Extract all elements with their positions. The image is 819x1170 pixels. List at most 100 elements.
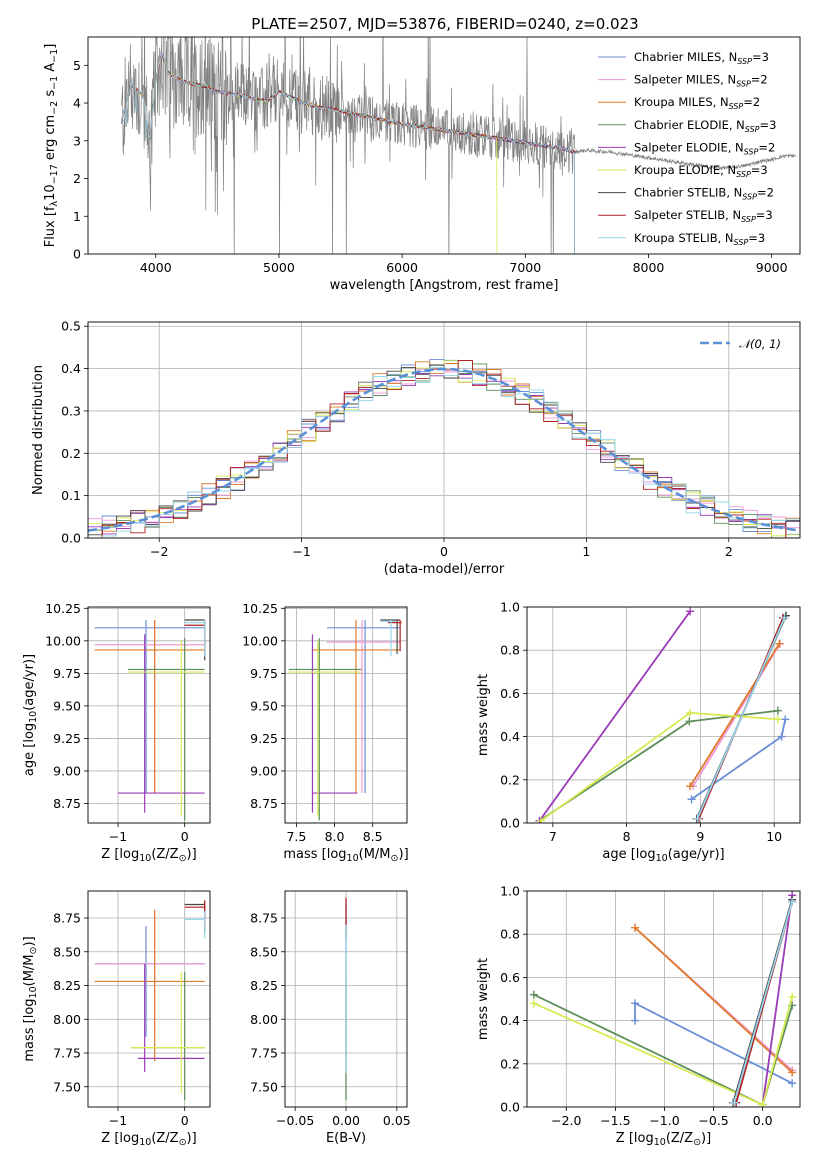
x-tick-label: 1 bbox=[582, 544, 590, 559]
plot-area bbox=[288, 619, 402, 821]
y-tick-label: 8.25 bbox=[53, 978, 81, 993]
mass-weight-vs-age-axes-ylabel: mass weight bbox=[476, 674, 491, 756]
x-tick-label: 0 bbox=[181, 1113, 189, 1128]
y-tick-label: 7.75 bbox=[53, 1046, 81, 1061]
axes-frame bbox=[284, 606, 408, 824]
legend-label: Salpeter ELODIE, NSSP=2 bbox=[634, 140, 775, 156]
y-tick-label: 1.0 bbox=[500, 600, 520, 615]
mass-weight-marker bbox=[631, 923, 640, 932]
y-tick-label: 8.50 bbox=[53, 944, 81, 959]
ebv-xlabel: E(B-V) bbox=[326, 1131, 366, 1146]
mass-weight-line bbox=[539, 709, 779, 822]
mass-weight-vs-age-axes-xlabel: age [log10(age/yr)] bbox=[602, 847, 724, 864]
legend-label: Kroupa STELIB, NSSP=3 bbox=[634, 231, 765, 247]
y-tick-label: 8.75 bbox=[250, 796, 278, 811]
model-spectrum-0 bbox=[120, 56, 575, 254]
y-tick-label: 8.75 bbox=[53, 911, 81, 926]
mass-weight-marker bbox=[788, 1068, 797, 1077]
age-vs-z-axes: −1 0 8.75 9.00 9.25 9.50 9.75 10.00 10.25 Z [log1… bbox=[22, 601, 211, 864]
axes-frame bbox=[284, 890, 408, 1108]
x-tick-label: −1 bbox=[109, 829, 127, 844]
y-tick-label: 4 bbox=[73, 96, 81, 111]
age-vs-mass-axes-xlabel: mass [log10(M/M⊙)] bbox=[283, 847, 408, 864]
legend-label: Salpeter MILES, NSSP=2 bbox=[634, 73, 768, 89]
x-tick-label: −0.05 bbox=[276, 1113, 314, 1128]
y-tick-label: 9.25 bbox=[53, 731, 81, 746]
mass-weight-line bbox=[696, 617, 786, 820]
x-tick-label: 6000 bbox=[386, 260, 418, 275]
plot-area bbox=[94, 619, 206, 821]
plot-area bbox=[529, 891, 797, 1107]
y-tick-label: 0 bbox=[73, 247, 81, 262]
mass-weight-marker bbox=[781, 715, 790, 724]
axes-frame bbox=[87, 36, 801, 255]
x-tick-label: 0.00 bbox=[332, 1113, 360, 1128]
plot-area bbox=[535, 607, 790, 823]
mass-weight-vs-age-axes: 7 8 9 10 0.0 0.2 0.4 0.6 0.8 1.0 age [log10(age/yr… bbox=[476, 600, 801, 864]
y-tick-label: 0.2 bbox=[500, 772, 520, 787]
mass-weight-marker bbox=[537, 816, 546, 823]
y-tick-label: 0.2 bbox=[61, 446, 81, 461]
y-tick-label: 0.4 bbox=[61, 361, 81, 376]
legend-label: Kroupa MILES, NSSP=2 bbox=[634, 95, 760, 111]
mass-vs-z-axes: −1 0 7.50 7.75 8.00 8.25 8.50 8.75 Z [log10(Z/Z⊙… bbox=[22, 890, 211, 1148]
x-tick-label: 2 bbox=[725, 544, 733, 559]
y-tick-label: 8.75 bbox=[53, 796, 81, 811]
mass-weight-marker bbox=[758, 1100, 767, 1107]
mass-vs-z-axes-ylabel: mass [log10(M/M⊙)] bbox=[22, 936, 39, 1061]
x-tick-label: −1.0 bbox=[649, 1113, 679, 1128]
y-tick-label: 9.50 bbox=[250, 698, 278, 713]
mass-weight-marker bbox=[631, 1016, 640, 1025]
y-tick-label: 9.50 bbox=[53, 698, 81, 713]
x-tick-label: 5000 bbox=[263, 260, 295, 275]
axes-frame bbox=[87, 606, 211, 824]
y-tick-label: 3 bbox=[73, 133, 81, 148]
mass-weight-line bbox=[634, 927, 793, 1074]
mass-weight-marker bbox=[529, 990, 538, 999]
y-tick-label: 8.00 bbox=[250, 1012, 278, 1027]
x-tick-label: 4000 bbox=[140, 260, 172, 275]
x-tick-label: −1 bbox=[292, 544, 310, 559]
residual-histogram-0 bbox=[88, 359, 800, 538]
y-tick-label: 7.75 bbox=[250, 1046, 278, 1061]
residual-xlabel: (data-model)/error bbox=[384, 562, 505, 577]
age-vs-z-axes-xlabel: Z [log10(Z/Z⊙)] bbox=[101, 847, 196, 864]
y-tick-label: 8.50 bbox=[250, 944, 278, 959]
axes-frame bbox=[526, 890, 801, 1108]
mass-weight-vs-z-axes-ylabel: mass weight bbox=[476, 958, 491, 1040]
x-tick-label: 9000 bbox=[756, 260, 788, 275]
x-tick-label: 7000 bbox=[509, 260, 541, 275]
axes-frame bbox=[87, 321, 801, 539]
x-tick-label: 0 bbox=[440, 544, 448, 559]
y-tick-label: 10.25 bbox=[45, 601, 81, 616]
mass-weight-marker bbox=[686, 607, 695, 616]
mass-weight-line bbox=[733, 901, 793, 1103]
mass-weight-marker bbox=[780, 613, 789, 622]
plot-area bbox=[120, 37, 796, 254]
x-tick-label: 0.0 bbox=[753, 1113, 773, 1128]
mass-weight-line bbox=[540, 711, 778, 822]
mass-weight-marker bbox=[788, 1079, 797, 1088]
mass-weight-line bbox=[533, 993, 793, 1107]
mass-weight-marker bbox=[631, 999, 640, 1008]
x-tick-label: 10 bbox=[766, 829, 782, 844]
legend-label: 𝒩(0, 1) bbox=[739, 337, 781, 351]
y-tick-label: 0.6 bbox=[500, 686, 520, 701]
x-tick-label: −2 bbox=[150, 544, 168, 559]
mass-vs-ebv-axes: −0.05 0.00 0.05 7.50 7.75 8.00 8.25 8.50 8.75 E(B… bbox=[250, 890, 411, 1146]
x-tick-label: −0.5 bbox=[698, 1113, 728, 1128]
y-tick-label: 0.0 bbox=[500, 816, 520, 831]
residual-ylabel: Normed distribution bbox=[31, 365, 46, 495]
legend-label: Chabrier STELIB, NSSP=2 bbox=[634, 186, 774, 202]
x-tick-label: 8.0 bbox=[325, 829, 345, 844]
y-tick-label: 0.4 bbox=[500, 729, 520, 744]
x-tick-label: 8 bbox=[623, 829, 631, 844]
y-tick-label: 0.0 bbox=[61, 531, 81, 546]
age-vs-mass-axes: 7.5 8.0 8.5 8.75 9.00 9.25 9.50 9.75 10.00 10.25 m… bbox=[242, 601, 408, 864]
mass-weight-line bbox=[761, 895, 793, 1105]
y-tick-label: 8.25 bbox=[250, 978, 278, 993]
x-tick-label: 7.5 bbox=[286, 829, 306, 844]
normal-curve bbox=[88, 367, 800, 532]
x-tick-label: 9 bbox=[696, 829, 704, 844]
